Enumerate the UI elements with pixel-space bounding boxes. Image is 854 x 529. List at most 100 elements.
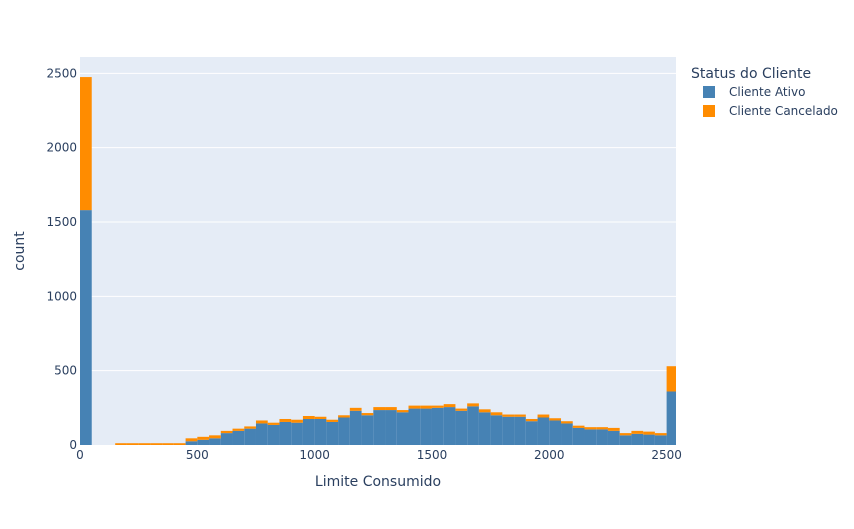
- bar[interactable]: [279, 421, 292, 445]
- bar[interactable]: [643, 431, 655, 435]
- bar[interactable]: [514, 416, 526, 445]
- bar[interactable]: [385, 410, 397, 445]
- bar[interactable]: [408, 408, 421, 445]
- bar[interactable]: [291, 422, 303, 445]
- bar[interactable]: [572, 427, 585, 445]
- bar[interactable]: [490, 412, 503, 416]
- bar[interactable]: [338, 415, 350, 418]
- bar[interactable]: [162, 443, 174, 445]
- bar[interactable]: [420, 408, 432, 445]
- bar[interactable]: [267, 424, 280, 445]
- bar[interactable]: [361, 415, 374, 445]
- bar[interactable]: [525, 418, 538, 422]
- bar[interactable]: [420, 405, 432, 409]
- bar[interactable]: [220, 430, 233, 434]
- bar[interactable]: [373, 410, 386, 445]
- bar[interactable]: [396, 412, 409, 445]
- bar[interactable]: [431, 407, 444, 445]
- bar[interactable]: [197, 439, 210, 445]
- legend-item[interactable]: Cliente Ativo: [703, 85, 805, 99]
- bar[interactable]: [373, 407, 386, 411]
- bar[interactable]: [561, 423, 573, 445]
- bar[interactable]: [267, 422, 280, 425]
- bar[interactable]: [443, 404, 456, 408]
- bar[interactable]: [631, 433, 644, 445]
- bar[interactable]: [338, 417, 350, 445]
- bar[interactable]: [467, 406, 479, 445]
- bar[interactable]: [279, 418, 292, 422]
- bar[interactable]: [255, 423, 268, 445]
- bar[interactable]: [549, 418, 562, 421]
- bar[interactable]: [385, 407, 397, 411]
- bar[interactable]: [514, 414, 526, 417]
- bar[interactable]: [115, 443, 127, 445]
- bar[interactable]: [537, 414, 550, 418]
- bar[interactable]: [314, 416, 327, 419]
- bar[interactable]: [138, 443, 151, 445]
- bar[interactable]: [349, 410, 362, 445]
- bar[interactable]: [666, 366, 676, 392]
- bar[interactable]: [232, 428, 245, 431]
- bar[interactable]: [314, 418, 327, 445]
- bar[interactable]: [220, 433, 233, 445]
- bar[interactable]: [443, 407, 456, 445]
- bar[interactable]: [244, 428, 256, 445]
- bar[interactable]: [607, 430, 620, 445]
- bar[interactable]: [549, 420, 562, 445]
- bar[interactable]: [291, 419, 303, 423]
- bar[interactable]: [596, 429, 608, 445]
- bar[interactable]: [525, 421, 538, 445]
- plot-background: [80, 57, 676, 445]
- bar[interactable]: [455, 410, 468, 445]
- bar[interactable]: [80, 77, 92, 211]
- legend-item[interactable]: Cliente Cancelado: [703, 104, 838, 118]
- bar[interactable]: [185, 441, 198, 445]
- bar[interactable]: [619, 433, 632, 436]
- bar[interactable]: [596, 427, 608, 430]
- bar[interactable]: [150, 443, 163, 445]
- bar[interactable]: [666, 391, 676, 445]
- bar[interactable]: [584, 427, 597, 430]
- bar[interactable]: [80, 210, 92, 445]
- bar[interactable]: [455, 408, 468, 411]
- bar[interactable]: [654, 435, 667, 445]
- bar[interactable]: [126, 443, 139, 445]
- bar[interactable]: [467, 403, 479, 407]
- bar[interactable]: [572, 425, 585, 428]
- bar[interactable]: [537, 417, 550, 445]
- bar[interactable]: [396, 410, 409, 413]
- bar[interactable]: [584, 429, 597, 445]
- bar[interactable]: [561, 421, 573, 424]
- bar[interactable]: [607, 427, 620, 431]
- bar[interactable]: [244, 426, 256, 429]
- bar[interactable]: [502, 414, 515, 417]
- bar[interactable]: [643, 434, 655, 445]
- legend-items[interactable]: Cliente Ativo Cliente Cancelado: [703, 85, 838, 118]
- bar[interactable]: [654, 433, 667, 436]
- bar[interactable]: [478, 412, 491, 445]
- bar[interactable]: [619, 435, 632, 445]
- bar[interactable]: [302, 418, 315, 445]
- bar[interactable]: [173, 443, 186, 445]
- bar[interactable]: [185, 438, 198, 442]
- bar[interactable]: [490, 415, 503, 445]
- bar[interactable]: [197, 436, 210, 440]
- y-tick-label: 500: [54, 364, 77, 378]
- bar[interactable]: [326, 419, 339, 422]
- bar[interactable]: [349, 407, 362, 411]
- bar[interactable]: [255, 420, 268, 424]
- legend-swatch: [703, 86, 715, 98]
- bar[interactable]: [502, 416, 515, 445]
- bar[interactable]: [631, 430, 644, 434]
- bar[interactable]: [302, 416, 315, 419]
- bar[interactable]: [478, 409, 491, 413]
- bar[interactable]: [408, 405, 421, 409]
- bar[interactable]: [232, 430, 245, 445]
- legend[interactable]: Status do Cliente Cliente Ativo Cliente C…: [691, 66, 838, 118]
- bar[interactable]: [209, 435, 221, 439]
- bar[interactable]: [361, 413, 374, 416]
- bar[interactable]: [209, 438, 221, 445]
- bar[interactable]: [431, 405, 444, 408]
- y-tick-label: 1500: [46, 215, 77, 229]
- bar[interactable]: [326, 421, 339, 445]
